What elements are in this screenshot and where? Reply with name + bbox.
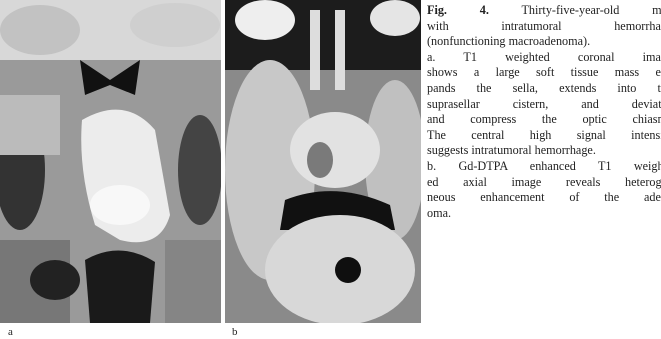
panel-label: b (232, 326, 238, 338)
caption: Fig. 4. Thirty-five-year-old ma with intr… (427, 3, 661, 221)
caption-line: (nonfunctioning macroadenoma). (427, 34, 661, 50)
caption-text: a. T1 weighted coronal imag (427, 49, 661, 64)
caption-text: Thirty-five-year-old ma (521, 3, 661, 17)
caption-text: and compress the optic chiasm (427, 112, 661, 127)
caption-text: neous enhancement of the aden (427, 190, 661, 205)
caption-text: The central high signal intensit (427, 127, 661, 142)
mri-coronal (0, 0, 221, 323)
caption-line: shows a large soft tissue mass ex (427, 65, 661, 81)
caption-text: (nonfunctioning macroadenoma). (427, 34, 591, 49)
caption-text: oma. (427, 205, 452, 220)
caption-text: b. Gd-DTPA enhanced T1 weight (427, 158, 661, 173)
caption-line: a. T1 weighted coronal imag (427, 50, 661, 66)
caption-line: pands the sella, extends into th (427, 81, 661, 97)
caption-text: ed axial image reveals heteroge (427, 174, 661, 189)
caption-text: with intratumoral hemorrhag (427, 18, 661, 33)
caption-line: oma. (427, 206, 661, 222)
figure-label: Fig. 4. (427, 3, 489, 17)
caption-text: pands the sella, extends into th (427, 80, 661, 95)
caption-line: suprasellar cistern, and deviate (427, 97, 661, 113)
caption-line: ed axial image reveals heteroge (427, 175, 661, 191)
panel-label: a (8, 326, 13, 338)
caption-line: Fig. 4. Thirty-five-year-old ma (427, 3, 661, 19)
mri-axial (225, 0, 421, 323)
caption-line: neous enhancement of the aden (427, 190, 661, 206)
caption-text: suprasellar cistern, and deviate (427, 96, 661, 111)
caption-line: and compress the optic chiasm (427, 112, 661, 128)
caption-text: shows a large soft tissue mass ex (427, 65, 661, 80)
caption-line: suggests intratumoral hemorrhage. (427, 143, 661, 159)
caption-text: suggests intratumoral hemorrhage. (427, 143, 596, 158)
caption-line: with intratumoral hemorrhag (427, 19, 661, 35)
caption-line: The central high signal intensit (427, 128, 661, 144)
caption-line: b. Gd-DTPA enhanced T1 weight (427, 159, 661, 175)
